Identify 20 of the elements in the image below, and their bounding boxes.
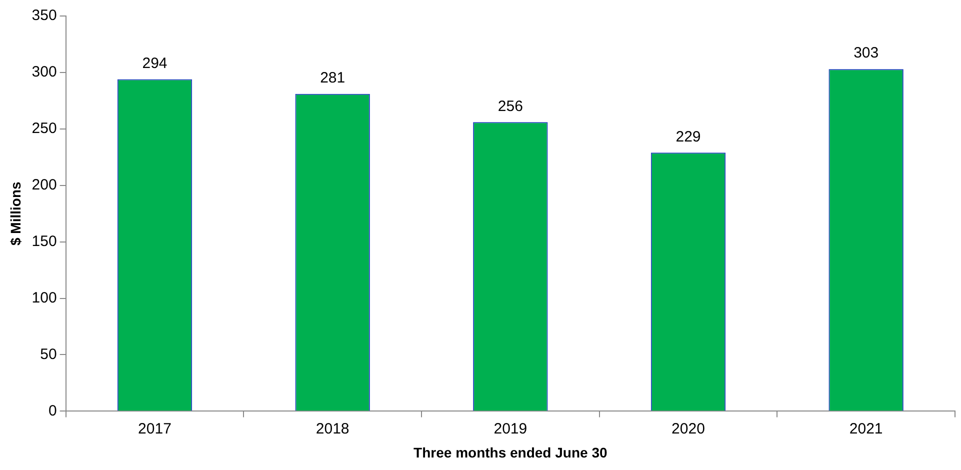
y-tick-label: 150 bbox=[32, 232, 57, 250]
y-tick-label: 50 bbox=[40, 346, 57, 363]
x-tick-label: 2019 bbox=[494, 420, 528, 438]
x-tick-label: 2021 bbox=[849, 420, 883, 438]
y-tick-label: 0 bbox=[48, 402, 57, 420]
y-axis-title: $ Millions bbox=[7, 182, 24, 246]
y-tick-label: 350 bbox=[32, 7, 57, 24]
data-label: 303 bbox=[854, 44, 879, 62]
x-tick-label: 2017 bbox=[138, 420, 172, 438]
x-tick-label: 2020 bbox=[672, 420, 705, 438]
data-label: 256 bbox=[498, 98, 523, 115]
data-label: 294 bbox=[142, 54, 168, 72]
x-tick-label: 2018 bbox=[316, 420, 350, 438]
data-label: 229 bbox=[676, 128, 701, 146]
x-axis-title: Three months ended June 30 bbox=[414, 444, 608, 460]
y-tick-label: 250 bbox=[32, 120, 57, 138]
data-label: 281 bbox=[320, 70, 346, 87]
y-tick-label: 300 bbox=[32, 64, 57, 81]
y-tick-label: 100 bbox=[32, 289, 57, 306]
y-tick-label: 200 bbox=[32, 176, 57, 194]
